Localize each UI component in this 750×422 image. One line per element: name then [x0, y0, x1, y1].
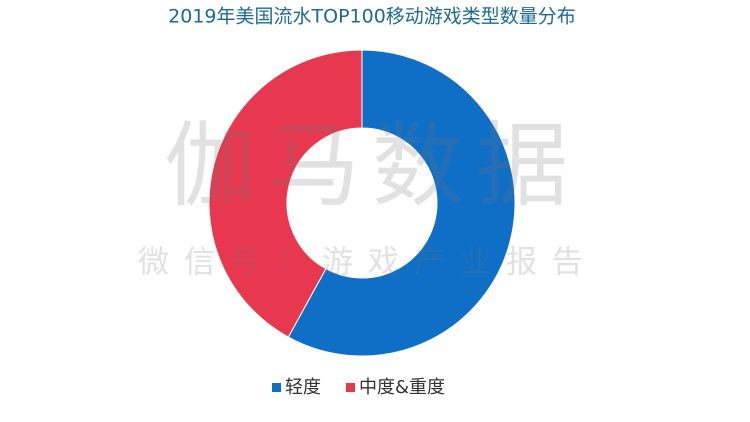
donut-segment — [208, 49, 363, 338]
chart-title: 2019年美国流水TOP100移动游戏类型数量分布 — [168, 6, 576, 28]
legend-swatch — [346, 383, 355, 392]
legend-label: 中度&重度 — [359, 377, 445, 398]
watermark: 伽马数据 — [164, 112, 580, 219]
watermark: 微信号：游戏产业报告 — [138, 245, 598, 281]
legend-label: 轻度 — [285, 377, 321, 398]
donut-segment — [287, 49, 516, 357]
legend-swatch — [272, 383, 281, 392]
